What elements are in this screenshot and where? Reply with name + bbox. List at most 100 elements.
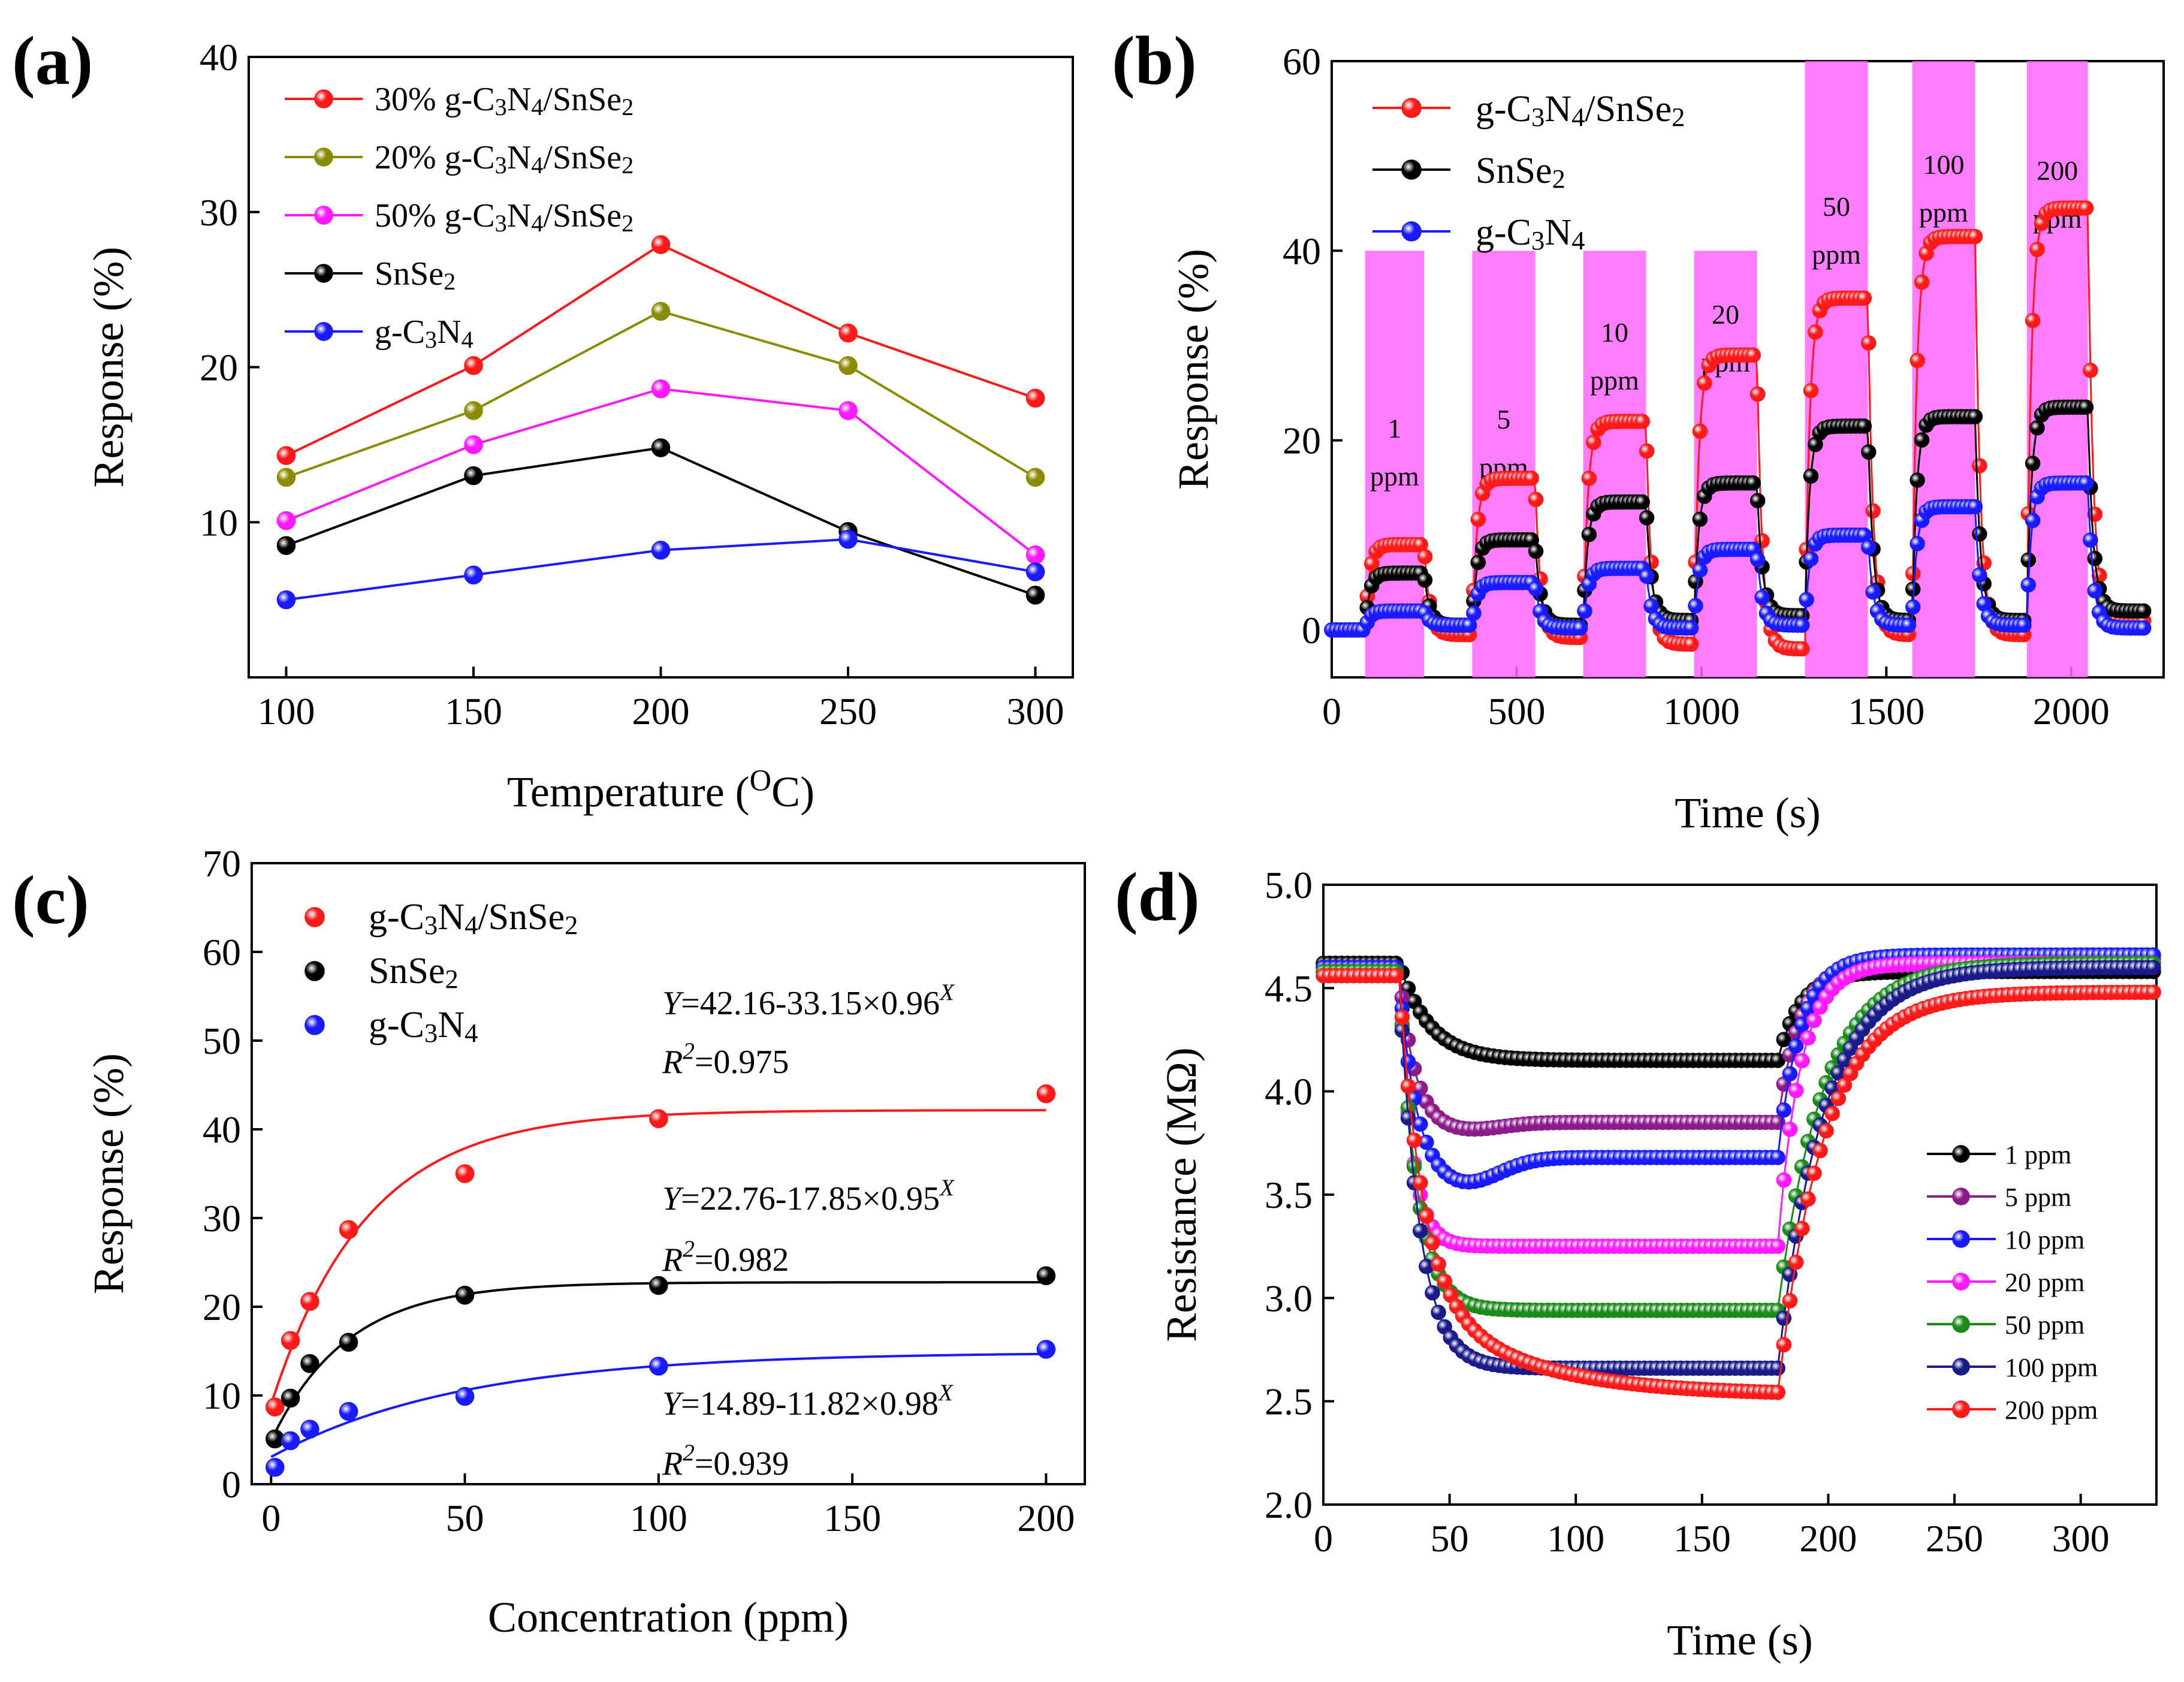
data-point	[651, 235, 671, 254]
data-point	[1581, 471, 1597, 486]
data-point	[838, 529, 858, 549]
data-point	[2016, 617, 2032, 633]
data-point	[2020, 577, 2036, 593]
x-tick-label-0: 100	[258, 690, 315, 733]
y-tick-label-2: 20	[203, 1286, 241, 1328]
legend-label-0: 30% g-C3N4/SnSe2	[375, 81, 634, 120]
x-tick-label-2: 1000	[1663, 690, 1740, 733]
data-point	[1749, 386, 1766, 402]
data-point	[651, 438, 671, 457]
x-tick-label-0: 0	[1314, 1517, 1333, 1560]
y-tick-label-3: 3.5	[1265, 1174, 1313, 1216]
data-point	[2087, 583, 2103, 599]
y-tick-label-0: 0	[222, 1463, 241, 1506]
data-point	[1692, 562, 1708, 578]
data-point	[1799, 592, 1814, 608]
x-tick-label-1: 150	[445, 690, 502, 733]
data-point	[1972, 526, 1987, 542]
series-a-3	[276, 438, 1045, 605]
panel-d-chart: 0 50 100 150 200 250 300 2.0 2.5 3.0 3.5 4.0 4.5 5.0 T…	[1157, 864, 2161, 1664]
data-point	[280, 1431, 300, 1451]
y-tick-label-3: 60	[1283, 40, 1321, 83]
x-axis-title: Temperature (OC)	[507, 764, 815, 816]
data-point	[300, 1292, 319, 1311]
data-point	[1639, 443, 1655, 459]
data-point	[266, 1458, 285, 1477]
pulse-unit-4: ppm	[1812, 239, 1861, 270]
data-point	[1036, 1266, 1056, 1285]
data-point	[2146, 960, 2161, 975]
data-point	[1754, 589, 1770, 605]
data-point	[1905, 599, 1921, 615]
data-point	[455, 1286, 475, 1305]
data-point	[2078, 200, 2094, 216]
pulse-label-6: 200	[2037, 155, 2078, 186]
data-point	[1634, 494, 1650, 510]
plot-frame	[251, 862, 1086, 1485]
data-point	[1972, 567, 1987, 583]
y-tick-label-1: 10	[203, 1374, 241, 1417]
data-point	[1400, 1110, 1416, 1126]
y-tick-label-5: 4.5	[1265, 967, 1313, 1009]
data-point	[1803, 382, 1819, 399]
data-point	[1782, 1122, 1798, 1137]
data-point	[280, 1388, 300, 1408]
series-b-2	[1324, 475, 2152, 638]
data-point	[455, 1386, 475, 1406]
data-point	[1025, 586, 1045, 605]
data-point	[2146, 984, 2161, 1000]
data-point	[339, 1333, 358, 1352]
x-tick-label-3: 250	[819, 690, 877, 733]
series-a-1	[276, 302, 1045, 487]
x-axis-title: Concentration (ppm)	[488, 1593, 849, 1641]
data-point	[1800, 1030, 1816, 1046]
data-point	[1036, 1340, 1056, 1359]
data-point	[2087, 551, 2103, 566]
data-point	[1967, 499, 1983, 515]
data-point	[1749, 551, 1766, 568]
data-point	[455, 1164, 475, 1183]
y-tick-label-0: 10	[200, 501, 238, 544]
legend-marker-2	[314, 206, 333, 225]
y-tick-label-3: 30	[203, 1197, 241, 1240]
data-point	[464, 466, 483, 486]
gas-pulse-4	[1805, 61, 1868, 677]
data-point	[1688, 598, 1703, 614]
fit-equation-0: Y=42.16-33.15×0.96X	[662, 979, 955, 1022]
data-point	[1860, 444, 1877, 460]
data-point	[651, 302, 671, 321]
legend-label-0: g-C3N4/SnSe2	[1476, 89, 1685, 132]
data-point	[649, 1276, 668, 1295]
data-point	[464, 401, 483, 420]
y-tick-label-1: 20	[200, 346, 238, 389]
data-point	[649, 1357, 668, 1376]
data-point	[1800, 1191, 1816, 1207]
legend-marker-1	[304, 961, 325, 981]
data-point	[1425, 1235, 1440, 1251]
data-point	[838, 401, 858, 420]
x-tick-label-4: 200	[1799, 1517, 1857, 1560]
x-axis-title: Time (s)	[1667, 1616, 1812, 1664]
data-point	[1910, 536, 1925, 551]
data-point	[1808, 324, 1823, 340]
data-point	[2029, 242, 2045, 257]
y-axis-title: Response (%)	[85, 247, 132, 488]
data-point	[1745, 347, 1761, 363]
y-tick-label-2: 30	[200, 191, 238, 234]
legend-label-2: 10 ppm	[2005, 1225, 2085, 1255]
legend-marker-4	[314, 322, 333, 341]
fit-r2-1: R2=0.982	[662, 1236, 789, 1279]
x-axis-title: Time (s)	[1675, 789, 1820, 837]
data-point	[276, 446, 296, 465]
data-point	[1528, 543, 1544, 559]
pulse-unit-0: ppm	[1370, 461, 1419, 492]
x-tick-label-2: 100	[630, 1497, 687, 1539]
data-point	[1528, 492, 1544, 507]
fit-equation-1: Y=22.76-17.85×0.95X	[662, 1175, 955, 1217]
data-point	[1437, 1273, 1452, 1289]
data-point	[1794, 617, 1810, 633]
data-point	[1806, 1012, 1822, 1029]
pulse-unit-2: ppm	[1590, 365, 1639, 396]
data-point	[1967, 409, 1983, 424]
y-tick-label-6: 60	[203, 931, 241, 973]
